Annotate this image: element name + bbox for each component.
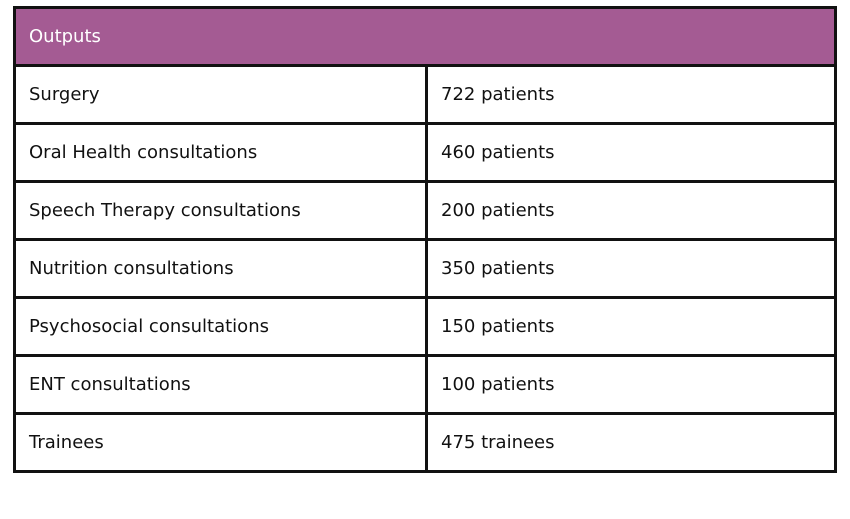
table-header-row: Outputs (13, 6, 837, 67)
row-value: 350 patients (425, 238, 837, 299)
outputs-table: Outputs Surgery 722 patients Oral Health … (13, 6, 837, 473)
row-label: Psychosocial consultations (13, 296, 428, 357)
row-value: 475 trainees (425, 412, 837, 473)
row-value: 100 patients (425, 354, 837, 415)
row-label: Speech Therapy consultations (13, 180, 428, 241)
table-row: Trainees 475 trainees (13, 412, 837, 473)
table-row: Oral Health consultations 460 patients (13, 122, 837, 183)
row-label: Nutrition consultations (13, 238, 428, 299)
row-value: 722 patients (425, 64, 837, 125)
row-label: ENT consultations (13, 354, 428, 415)
table-row: Nutrition consultations 350 patients (13, 238, 837, 299)
row-value: 150 patients (425, 296, 837, 357)
table-row: Speech Therapy consultations 200 patients (13, 180, 837, 241)
row-value: 200 patients (425, 180, 837, 241)
row-label: Oral Health consultations (13, 122, 428, 183)
row-label: Trainees (13, 412, 428, 473)
row-label: Surgery (13, 64, 428, 125)
row-value: 460 patients (425, 122, 837, 183)
table-row: Psychosocial consultations 150 patients (13, 296, 837, 357)
table-row: Surgery 722 patients (13, 64, 837, 125)
table-header: Outputs (13, 6, 837, 67)
table-row: ENT consultations 100 patients (13, 354, 837, 415)
